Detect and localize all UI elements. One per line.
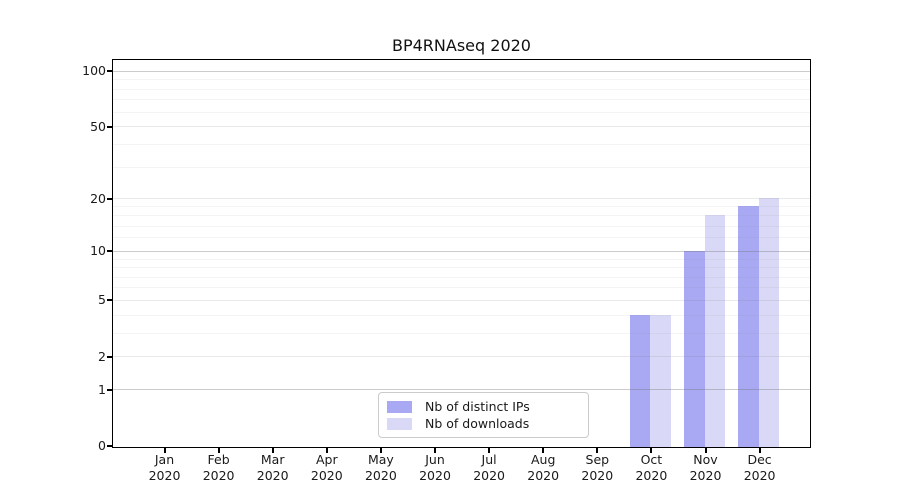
legend-label-downloads: Nb of downloads [425,416,530,431]
gridline [113,356,810,358]
legend-label-distinct-ips: Nb of distinct IPs [425,399,530,414]
x-tick-label: Jan 2020 [148,452,181,483]
x-tick-label: Dec 2020 [743,452,776,483]
minor-gridline [113,237,810,239]
y-tick-mark [107,355,112,358]
x-tick-label: Oct 2020 [635,452,668,483]
minor-gridline [113,143,810,145]
minor-gridline [113,276,810,278]
minor-gridline [113,88,810,90]
y-tick-label: 100 [82,63,106,79]
minor-gridline [113,314,810,316]
x-tick-label: Mar 2020 [256,452,289,483]
y-tick-mark [107,70,112,73]
minor-gridline [113,267,810,269]
x-tick-label: Feb 2020 [202,452,235,483]
x-tick-mark [325,448,328,453]
minor-gridline [113,215,810,217]
y-tick-mark [107,388,112,391]
bar [684,250,705,447]
x-tick-mark [758,448,761,453]
gridline [113,250,810,252]
x-tick-label: Jul 2020 [473,452,505,483]
x-tick-label: Aug 2020 [527,452,560,483]
y-tick-label: 2 [98,348,106,364]
chart-title: BP4RNAseq 2020 [392,36,531,55]
minor-gridline [113,166,810,168]
x-tick-label: Sep 2020 [581,452,614,483]
x-tick-label: Apr 2020 [310,452,343,483]
minor-gridline [113,99,810,101]
plot-area [112,59,811,448]
x-tick-mark [542,448,545,453]
minor-gridline [113,111,810,113]
y-tick-label: 0 [98,438,106,453]
bar [704,215,725,447]
legend-swatch-distinct-ips [387,400,412,413]
y-tick-label: 5 [98,292,106,308]
gridline [113,70,810,72]
minor-gridline [113,332,810,334]
y-tick-mark [107,250,112,253]
y-tick-label: 10 [90,243,106,259]
y-tick-label: 20 [90,190,106,206]
y-tick-mark [107,299,112,302]
x-tick-mark [271,448,274,453]
y-tick-mark [107,197,112,200]
y-tick-mark [107,125,112,128]
y-tick-mark [107,445,112,447]
x-tick-label: Jun 2020 [419,452,451,483]
legend-swatch-downloads [387,417,412,430]
x-tick-mark [596,448,599,453]
gridline [113,299,810,301]
legend: Nb of distinct IPs Nb of downloads [378,392,589,438]
bar [758,198,780,447]
x-tick-mark [704,448,707,453]
bar [629,314,651,447]
minor-gridline [113,79,810,81]
x-tick-mark [488,448,491,453]
minor-gridline [113,225,810,227]
x-tick-label: Nov 2020 [689,452,722,483]
gridline [113,126,810,128]
x-tick-mark [379,448,382,453]
x-tick-mark [650,448,653,453]
bar [650,314,671,447]
y-tick-label: 50 [90,118,106,134]
legend-item-distinct-ips: Nb of distinct IPs [387,398,580,415]
gridline [113,198,810,200]
y-tick-label: 1 [98,381,106,397]
legend-item-downloads: Nb of downloads [387,415,580,432]
minor-gridline [113,206,810,208]
gridline [113,389,810,391]
x-tick-mark [217,448,220,453]
x-tick-label: May 2020 [364,452,397,483]
x-tick-mark [163,448,166,453]
x-tick-mark [434,448,436,453]
minor-gridline [113,258,810,260]
minor-gridline [113,287,810,289]
bar [738,206,759,447]
